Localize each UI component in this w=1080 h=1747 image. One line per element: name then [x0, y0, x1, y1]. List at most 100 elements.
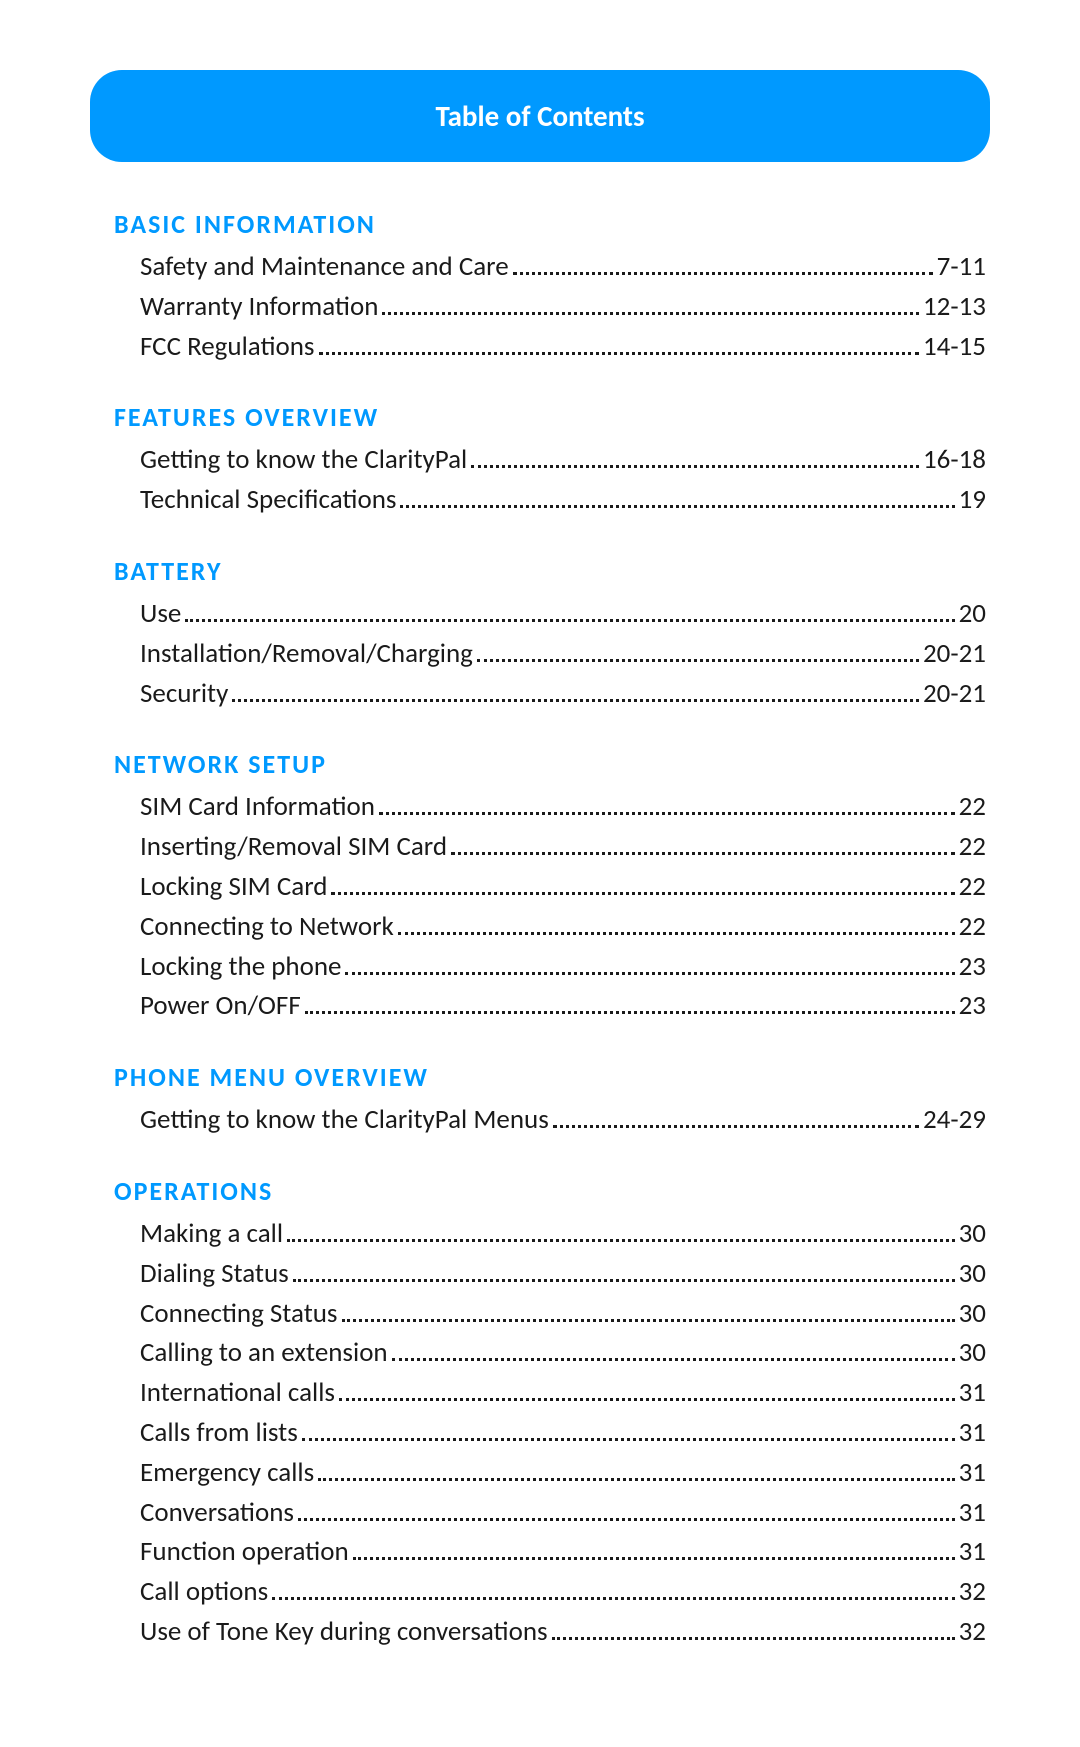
- section-heading: Basic Information: [90, 208, 990, 240]
- toc-dots: [552, 1637, 955, 1640]
- toc-label: Calling to an extension: [140, 1334, 388, 1372]
- toc-entry: Security 20-21: [90, 675, 990, 713]
- toc-entry: SIM Card Information 22: [90, 788, 990, 826]
- toc-label: Use of Tone Key during conversations: [140, 1613, 548, 1651]
- toc-label: Warranty Information: [140, 288, 378, 326]
- header-title: Table of Contents: [90, 98, 990, 134]
- section-operations: Operations Making a call 30 Dialing Stat…: [90, 1175, 990, 1651]
- toc-entry: Conversations 31: [90, 1494, 990, 1532]
- toc-dots: [400, 505, 954, 508]
- toc-entry: Inserting/Removal SIM Card 22: [90, 828, 990, 866]
- toc-label: Power On/OFF: [140, 987, 301, 1025]
- toc-label: Security: [140, 675, 228, 713]
- toc-page: 20-21: [923, 675, 986, 713]
- toc-dots: [293, 1279, 955, 1282]
- toc-entry: Calling to an extension 30: [90, 1334, 990, 1372]
- toc-entry: Dialing Status 30: [90, 1255, 990, 1293]
- toc-dots: [302, 1438, 955, 1441]
- toc-entry: Calls from lists 31: [90, 1414, 990, 1452]
- toc-page: 20: [959, 595, 986, 633]
- toc-label: Locking the phone: [140, 948, 341, 986]
- toc-page: 23: [959, 948, 986, 986]
- section-heading: Features Overview: [90, 401, 990, 433]
- toc-dots: [305, 1011, 955, 1014]
- toc-dots: [477, 659, 919, 662]
- toc-dots: [272, 1597, 954, 1600]
- toc-page: 32: [959, 1573, 986, 1611]
- toc-label: Getting to know the ClarityPal: [140, 441, 467, 479]
- toc-page: 22: [959, 828, 986, 866]
- section-heading: Phone Menu Overview: [90, 1061, 990, 1093]
- toc-page: 24-29: [923, 1101, 986, 1139]
- toc-label: SIM Card Information: [140, 788, 375, 826]
- toc-page: 23: [959, 987, 986, 1025]
- toc-page: 30: [959, 1255, 986, 1293]
- toc-entry: Use of Tone Key during conversations 32: [90, 1613, 990, 1651]
- toc-page: 31: [959, 1494, 986, 1532]
- toc-dots: [398, 932, 955, 935]
- toc-label: Making a call: [140, 1215, 283, 1253]
- toc-entry: Call options 32: [90, 1573, 990, 1611]
- toc-dots: [392, 1358, 955, 1361]
- page-container: Table of Contents Basic Information Safe…: [0, 0, 1080, 1747]
- section-heading: Network Setup: [90, 748, 990, 780]
- toc-label: Call options: [140, 1573, 268, 1611]
- toc-page: 30: [959, 1334, 986, 1372]
- toc-page: 12-13: [923, 288, 986, 326]
- toc-label: Calls from lists: [140, 1414, 298, 1452]
- toc-dots: [319, 352, 919, 355]
- toc-dots: [339, 1398, 955, 1401]
- toc-dots: [318, 1478, 954, 1481]
- toc-page: 31: [959, 1374, 986, 1412]
- toc-dots: [553, 1125, 919, 1128]
- toc-dots: [232, 699, 919, 702]
- toc-entry: Safety and Maintenance and Care 7-11: [90, 248, 990, 286]
- section-phone-menu-overview: Phone Menu Overview Getting to know the …: [90, 1061, 990, 1139]
- toc-page: 22: [959, 868, 986, 906]
- toc-entry: Emergency calls 31: [90, 1454, 990, 1492]
- toc-label: Connecting Status: [140, 1295, 338, 1333]
- toc-dots: [298, 1518, 955, 1521]
- toc-dots: [185, 619, 954, 622]
- toc-dots: [382, 312, 919, 315]
- toc-label: Inserting/Removal SIM Card: [140, 828, 447, 866]
- toc-dots: [471, 465, 919, 468]
- toc-page: 30: [959, 1295, 986, 1333]
- toc-dots: [342, 1319, 955, 1322]
- toc-label: Safety and Maintenance and Care: [140, 248, 509, 286]
- toc-entry: Making a call 30: [90, 1215, 990, 1253]
- toc-dots: [379, 812, 955, 815]
- toc-page: 22: [959, 908, 986, 946]
- toc-label: Dialing Status: [140, 1255, 289, 1293]
- toc-entry: Use 20: [90, 595, 990, 633]
- toc-entry: Connecting Status 30: [90, 1295, 990, 1333]
- toc-entry: FCC Regulations 14-15: [90, 328, 990, 366]
- toc-entry: Locking the phone 23: [90, 948, 990, 986]
- toc-label: Technical Specifications: [140, 481, 396, 519]
- toc-label: Connecting to Network: [140, 908, 394, 946]
- toc-page: 19: [959, 481, 986, 519]
- toc-label: Getting to know the ClarityPal Menus: [140, 1101, 549, 1139]
- toc-label: Locking SIM Card: [140, 868, 327, 906]
- toc-entry: International calls 31: [90, 1374, 990, 1412]
- section-heading: Operations: [90, 1175, 990, 1207]
- toc-label: Conversations: [140, 1494, 294, 1532]
- toc-label: Emergency calls: [140, 1454, 314, 1492]
- toc-label: Use: [140, 595, 181, 633]
- section-battery: Battery Use 20 Installation/Removal/Char…: [90, 555, 990, 712]
- toc-entry: Locking SIM Card 22: [90, 868, 990, 906]
- toc-label: FCC Regulations: [140, 328, 315, 366]
- toc-page: 31: [959, 1533, 986, 1571]
- toc-entry: Technical Specifications 19: [90, 481, 990, 519]
- toc-label: International calls: [140, 1374, 335, 1412]
- toc-page: 20-21: [923, 635, 986, 673]
- toc-page: 31: [959, 1414, 986, 1452]
- section-basic-information: Basic Information Safety and Maintenance…: [90, 208, 990, 365]
- toc-page: 14-15: [923, 328, 986, 366]
- toc-label: Installation/Removal/Charging: [140, 635, 473, 673]
- toc-dots: [331, 892, 954, 895]
- header-banner: Table of Contents: [90, 70, 990, 162]
- toc-entry: Function operation 31: [90, 1533, 990, 1571]
- toc-dots: [451, 852, 955, 855]
- toc-dots: [345, 972, 954, 975]
